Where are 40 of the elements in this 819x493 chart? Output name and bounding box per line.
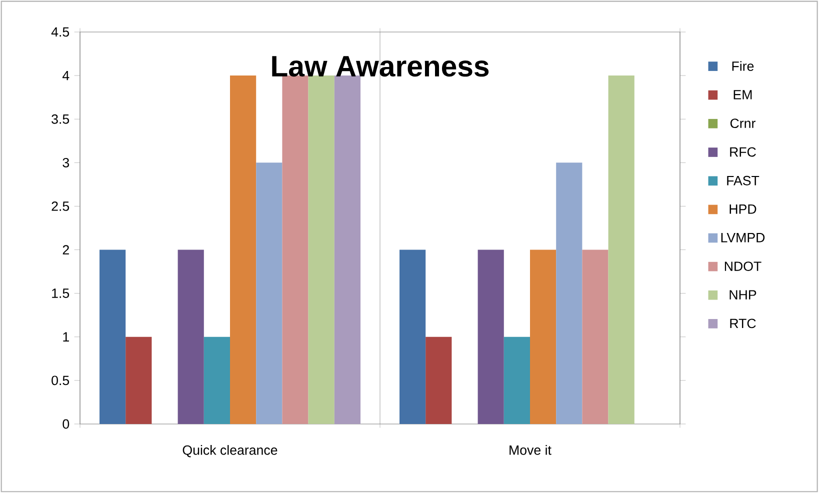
- legend-label: NDOT: [724, 262, 762, 271]
- legend-label: Crnr: [730, 118, 756, 128]
- y-tick-label: 2: [62, 245, 69, 254]
- y-tick-label: 0.5: [52, 376, 70, 386]
- bar: [582, 250, 608, 424]
- bar: [400, 250, 426, 424]
- y-tick-label: 3: [62, 158, 70, 168]
- bar: [230, 76, 256, 424]
- legend-label: RFC: [730, 147, 756, 157]
- bar: [478, 250, 504, 424]
- text: Law Awareness: [272, 56, 489, 77]
- bar: [204, 336, 230, 424]
- y-tick-label: 1.5: [52, 288, 70, 298]
- bar: [256, 162, 282, 424]
- bar: [308, 76, 334, 424]
- y-tick-label: 4.5: [51, 27, 70, 37]
- x-tick-label: Move it: [510, 445, 552, 455]
- bar: [556, 162, 582, 424]
- bar: [126, 336, 152, 424]
- bar: [334, 76, 360, 424]
- y-tick-label: 1: [63, 332, 69, 342]
- legend-label: LVMPD: [721, 233, 765, 242]
- x-tick-label: Quick clearance: [182, 445, 278, 458]
- bar: [530, 250, 556, 424]
- legend-label: FAST: [727, 176, 760, 186]
- y-tick-label: 3.5: [52, 114, 70, 124]
- bar: [100, 250, 126, 424]
- bar: [282, 76, 308, 424]
- bar: [426, 336, 452, 424]
- legend-label: EM: [734, 90, 752, 100]
- y-tick-label: 4: [62, 70, 70, 80]
- y-tick-label: 2.5: [52, 202, 70, 211]
- bar: [608, 76, 634, 424]
- legend-label: HPD: [730, 204, 756, 214]
- legend-label: RTC: [730, 318, 756, 328]
- legend-label: Fire: [732, 61, 754, 71]
- legend-label: NHP: [730, 290, 756, 300]
- bar: [504, 336, 530, 424]
- bar: [178, 250, 204, 424]
- y-tick-label: 0: [62, 419, 70, 429]
